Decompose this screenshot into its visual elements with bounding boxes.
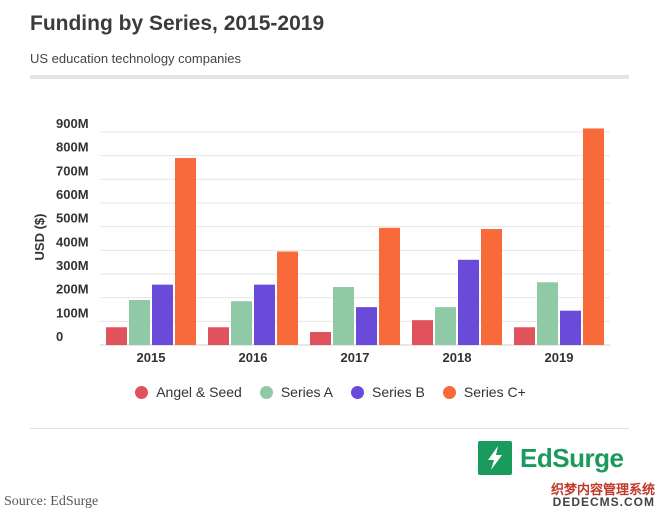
- bar-angel-seed-2016: [208, 327, 229, 345]
- bar-series-c--2017: [379, 227, 400, 345]
- bars: [106, 128, 604, 345]
- bar-series-a-2015: [129, 300, 150, 345]
- bar-series-b-2019: [560, 310, 581, 345]
- bottom-divider: [30, 428, 629, 429]
- y-tick-labels: 0 100M 200M 300M 400M 500M 600M 700M 800M 900M: [56, 116, 89, 344]
- chart-subtitle: US education technology companies: [30, 51, 242, 66]
- legend-item: Angel & Seed: [135, 384, 242, 400]
- x-tick-label: 2019: [545, 350, 574, 365]
- bar-series-a-2017: [333, 287, 354, 345]
- y-tick-label: 300M: [56, 258, 89, 273]
- legend-item: Series C+: [442, 384, 526, 400]
- x-tick-label: 2016: [239, 350, 268, 365]
- legend-item: Series B: [350, 384, 425, 400]
- y-tick-label: 200M: [56, 282, 89, 297]
- y-tick-label: 700M: [56, 163, 89, 178]
- bar-series-c--2016: [277, 251, 298, 345]
- watermark-url: DEDECMS.COM: [552, 495, 655, 509]
- bar-series-a-2018: [435, 307, 456, 345]
- bar-angel-seed-2018: [412, 320, 433, 345]
- y-tick-label: 100M: [56, 305, 89, 320]
- y-tick-label: 600M: [56, 187, 89, 202]
- watermark-text: 织梦内容管理系统: [550, 482, 655, 497]
- bar-series-a-2019: [537, 282, 558, 345]
- y-tick-label: 900M: [56, 116, 89, 131]
- legend-label: Series B: [371, 384, 425, 400]
- bar-series-b-2018: [458, 259, 479, 345]
- legend: Angel & Seed Series A Series B Series C+: [0, 384, 661, 400]
- edsurge-logo: EdSurge: [478, 441, 624, 475]
- top-divider: [30, 75, 629, 79]
- x-tick-label: 2018: [443, 350, 472, 365]
- legend-swatch: [350, 385, 364, 399]
- y-tick-label: 500M: [56, 211, 89, 226]
- x-tick-label: 2017: [341, 350, 370, 365]
- bar-series-c--2018: [481, 229, 502, 345]
- bar-series-b-2015: [152, 284, 173, 345]
- legend-label: Angel & Seed: [156, 384, 242, 400]
- bar-angel-seed-2015: [106, 327, 127, 345]
- bar-chart: 0 100M 200M 300M 400M 500M 600M 700M 800M 900M 20…: [32, 116, 610, 365]
- chart-title: Funding by Series, 2015-2019: [30, 12, 325, 35]
- legend-label: Series A: [280, 384, 333, 400]
- y-tick-label: 800M: [56, 140, 89, 155]
- legend-swatch: [442, 385, 456, 399]
- y-axis-label: USD ($): [32, 214, 47, 261]
- bar-angel-seed-2017: [310, 331, 331, 345]
- legend-label: Series C+: [463, 384, 526, 400]
- legend-swatch: [135, 385, 149, 399]
- legend-item: Series A: [259, 384, 333, 400]
- x-tick-labels: 2015 2016 2017 2018 2019: [137, 350, 574, 365]
- bar-angel-seed-2019: [514, 327, 535, 345]
- bar-series-a-2016: [231, 301, 252, 345]
- legend-swatch: [259, 385, 273, 399]
- lightning-bolt-icon: [478, 441, 512, 475]
- y-tick-label: 400M: [56, 234, 89, 249]
- x-tick-label: 2015: [137, 350, 166, 365]
- y-tick-label: 0: [56, 329, 63, 344]
- bar-series-b-2016: [254, 284, 275, 345]
- bar-series-c--2015: [175, 158, 196, 345]
- bar-series-b-2017: [356, 307, 377, 345]
- logo-text: EdSurge: [520, 442, 624, 473]
- bar-series-c--2019: [583, 128, 604, 345]
- source-note: Source: EdSurge: [4, 494, 99, 509]
